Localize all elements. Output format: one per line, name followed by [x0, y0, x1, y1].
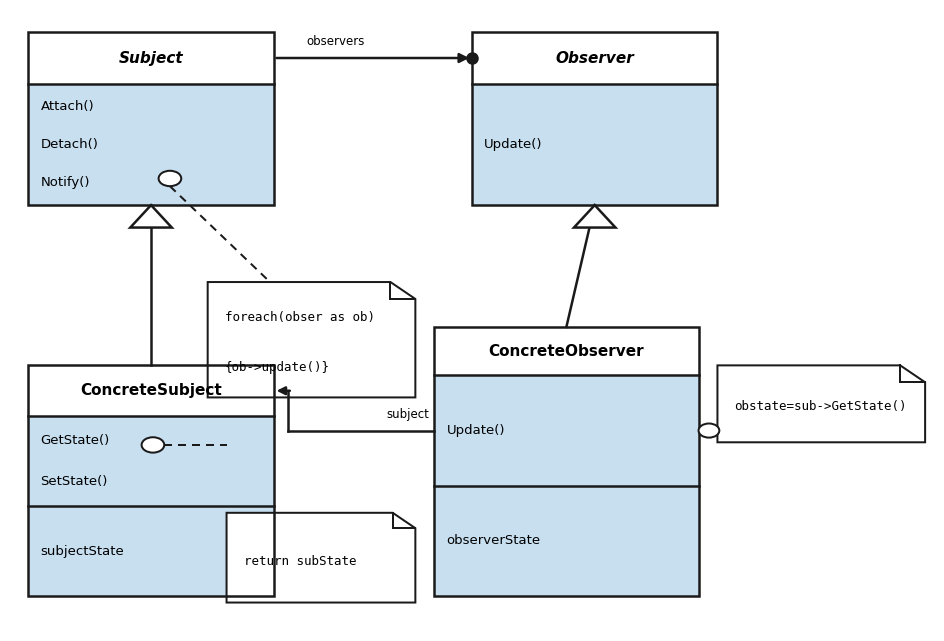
- Bar: [472, 32, 717, 84]
- Text: observers: observers: [306, 35, 364, 48]
- Text: observerState: observerState: [447, 535, 541, 547]
- Text: ConcreteSubject: ConcreteSubject: [80, 383, 222, 398]
- Text: Subject: Subject: [119, 51, 183, 65]
- Polygon shape: [208, 282, 415, 397]
- Bar: [28, 506, 274, 596]
- Text: Attach(): Attach(): [41, 100, 94, 113]
- Text: Detach(): Detach(): [41, 138, 98, 151]
- Text: Notify(): Notify(): [41, 176, 90, 189]
- Polygon shape: [130, 205, 172, 228]
- Circle shape: [699, 424, 719, 438]
- Polygon shape: [717, 365, 925, 442]
- Bar: [472, 84, 717, 205]
- Bar: [28, 84, 274, 205]
- Text: subject: subject: [387, 408, 430, 421]
- Text: ConcreteObserver: ConcreteObserver: [489, 344, 644, 359]
- Bar: [28, 416, 274, 506]
- Bar: [434, 376, 699, 486]
- Text: Update(): Update(): [484, 138, 543, 151]
- Bar: [28, 365, 274, 416]
- Polygon shape: [227, 513, 415, 603]
- Text: SetState(): SetState(): [41, 475, 108, 488]
- Bar: [472, 32, 717, 205]
- Bar: [434, 327, 699, 596]
- Circle shape: [159, 171, 181, 186]
- Text: {ob->update()}: {ob->update()}: [225, 361, 329, 374]
- Text: foreach(obser as ob): foreach(obser as ob): [225, 311, 375, 324]
- Bar: [28, 32, 274, 205]
- Circle shape: [142, 437, 164, 453]
- Text: Observer: Observer: [555, 51, 634, 65]
- Polygon shape: [574, 205, 615, 228]
- Text: return subState: return subState: [244, 554, 356, 568]
- Text: Update(): Update(): [447, 424, 505, 437]
- Bar: [28, 365, 274, 596]
- Bar: [28, 32, 274, 84]
- Bar: [434, 486, 699, 596]
- Bar: [434, 327, 699, 376]
- Text: GetState(): GetState(): [41, 434, 110, 447]
- Text: subjectState: subjectState: [41, 545, 125, 558]
- Text: obstate=sub->GetState(): obstate=sub->GetState(): [734, 400, 907, 413]
